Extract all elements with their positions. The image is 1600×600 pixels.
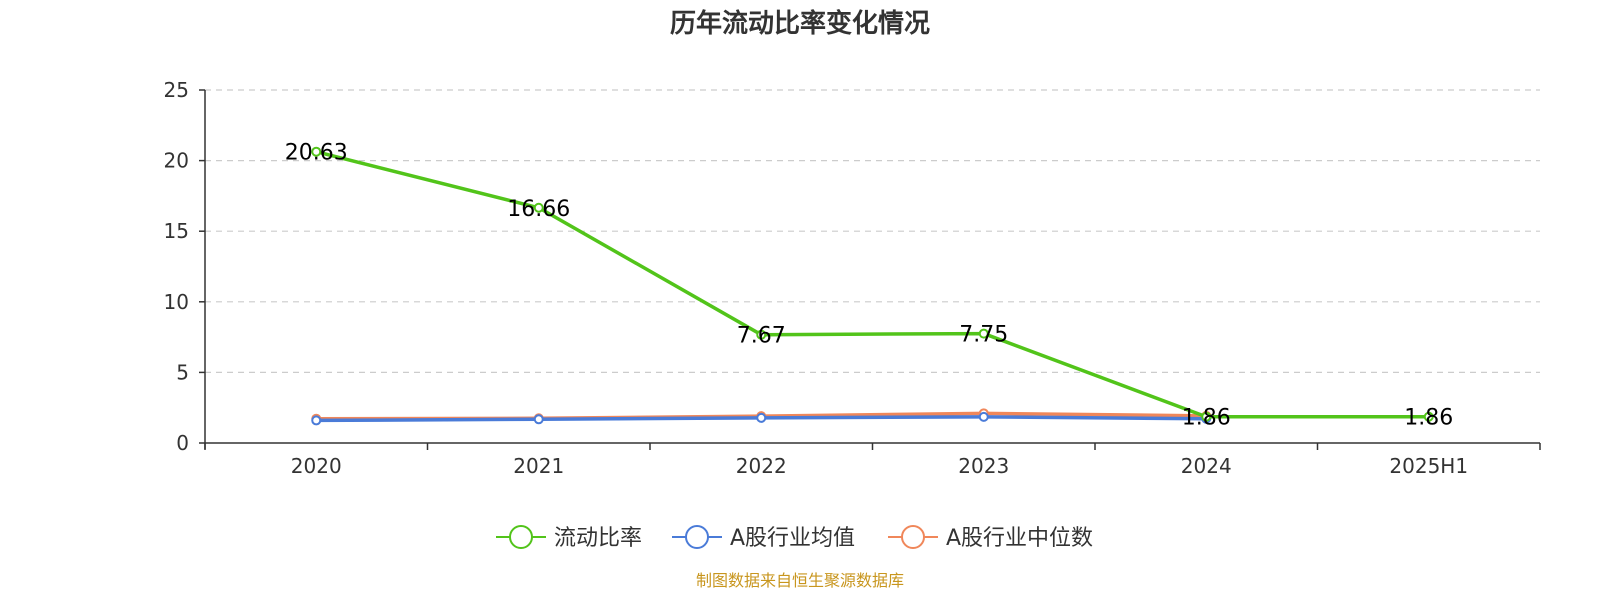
legend-marker xyxy=(685,525,709,549)
x-tick-label: 2023 xyxy=(958,454,1009,478)
legend-marker xyxy=(509,525,533,549)
series-point-1[interactable] xyxy=(756,412,767,423)
legend-item-0[interactable]: 流动比率 xyxy=(496,525,642,551)
data-label: 1.86 xyxy=(1182,406,1231,431)
data-label: 7.75 xyxy=(959,323,1008,348)
x-tick-label: 2022 xyxy=(736,454,787,478)
legend[interactable]: 流动比率 A股行业均值 A股行业中位数 xyxy=(496,525,1093,551)
series-point-1[interactable] xyxy=(311,415,322,426)
series-point-1[interactable] xyxy=(978,411,989,422)
series-group xyxy=(311,146,1434,426)
series-point-0[interactable] xyxy=(1201,411,1212,422)
axes: 0 5 10 15 20 25 2020 2021 2022 2023 2024 2025H1 xyxy=(164,78,1541,478)
data-labels: 20.63 16.66 7.67 7.75 1.86 1.86 xyxy=(285,141,1453,431)
x-tick-label: 2024 xyxy=(1181,454,1232,478)
legend-label: A股行业均值 xyxy=(730,526,855,551)
y-tick-label: 25 xyxy=(164,78,189,102)
legend-item-1[interactable]: A股行业均值 xyxy=(672,525,855,551)
chart-title: 历年流动比率变化情况 xyxy=(670,8,930,39)
y-tick-label: 20 xyxy=(164,149,189,173)
y-tick-label: 5 xyxy=(176,360,189,384)
legend-label: A股行业中位数 xyxy=(946,526,1093,551)
series-point-1[interactable] xyxy=(533,414,544,425)
x-tick-label: 2021 xyxy=(513,454,564,478)
data-label: 7.67 xyxy=(737,324,786,349)
y-tick-label: 10 xyxy=(164,290,189,314)
series-point-0[interactable] xyxy=(1423,411,1434,422)
data-label: 1.86 xyxy=(1404,406,1453,431)
y-tick-label: 15 xyxy=(164,219,189,243)
data-label: 20.63 xyxy=(285,141,348,166)
x-tick-label: 2025H1 xyxy=(1389,454,1468,478)
y-tick-label: 0 xyxy=(176,431,189,455)
legend-item-2[interactable]: A股行业中位数 xyxy=(888,525,1093,551)
series-point-0[interactable] xyxy=(533,202,544,213)
series-line-0 xyxy=(315,150,1429,419)
grid-lines xyxy=(205,89,1540,373)
legend-marker xyxy=(901,525,925,549)
series-point-0[interactable] xyxy=(311,146,322,157)
source-note: 制图数据来自恒生聚源数据库 xyxy=(696,571,904,590)
data-label: 16.66 xyxy=(507,197,570,222)
x-tick-label: 2020 xyxy=(291,454,342,478)
series-point-0[interactable] xyxy=(756,329,767,340)
legend-label: 流动比率 xyxy=(554,526,642,551)
series-point-0[interactable] xyxy=(978,328,989,339)
